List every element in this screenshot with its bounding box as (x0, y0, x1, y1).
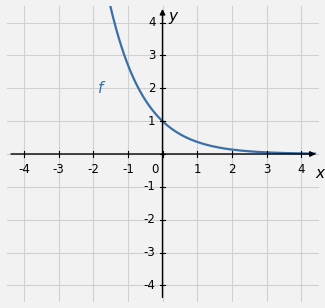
Text: 2: 2 (148, 82, 156, 95)
Text: -3: -3 (53, 163, 64, 176)
Text: 4: 4 (297, 163, 305, 176)
Text: 1: 1 (193, 163, 201, 176)
Text: y: y (169, 10, 178, 24)
Text: 3: 3 (263, 163, 270, 176)
Text: -1: -1 (144, 180, 156, 193)
Text: x: x (315, 167, 324, 181)
Text: 0: 0 (151, 163, 158, 176)
Text: -3: -3 (144, 246, 156, 259)
Text: 4: 4 (148, 16, 156, 29)
Text: 1: 1 (148, 115, 156, 128)
Text: 3: 3 (148, 49, 156, 62)
Text: -2: -2 (144, 213, 156, 226)
Text: -4: -4 (144, 279, 156, 292)
Text: -2: -2 (87, 163, 99, 176)
Text: -4: -4 (18, 163, 30, 176)
Text: f: f (98, 81, 104, 96)
Text: -1: -1 (122, 163, 134, 176)
Text: 2: 2 (228, 163, 236, 176)
